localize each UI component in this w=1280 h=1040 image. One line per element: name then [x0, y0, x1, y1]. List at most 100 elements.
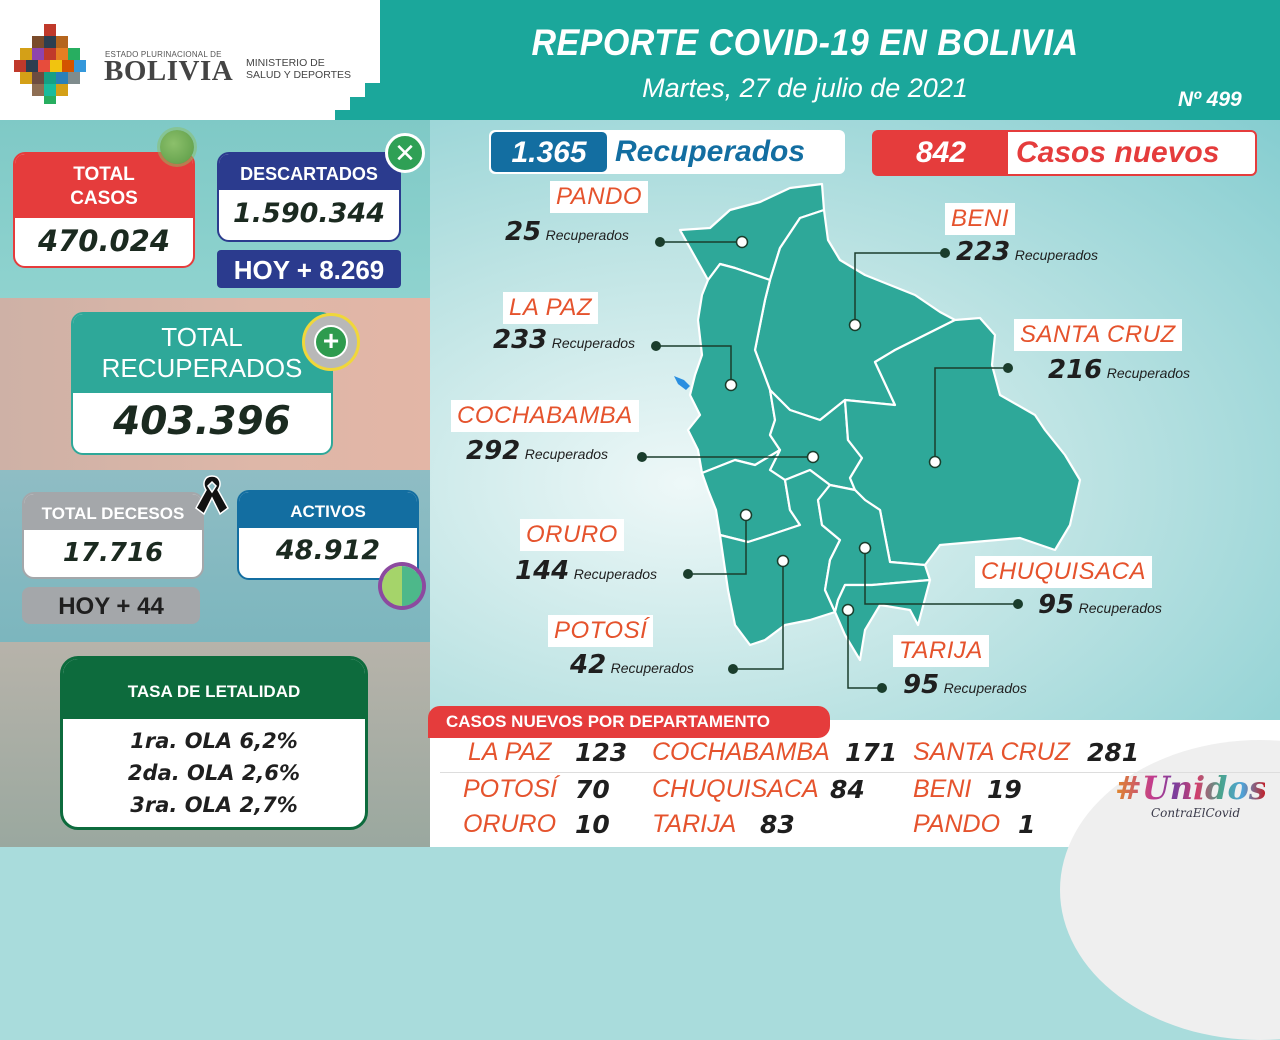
dept-recovered-santacruz: 216 Recuperados [1048, 355, 1190, 385]
new-cases-name: CHUQUISACA [652, 775, 819, 803]
recuperados-suffix: Recuperados [524, 446, 609, 462]
daily-recuperados-badge: 1.365 Recuperados [489, 130, 845, 174]
descartados-card: DESCARTADOS 1.590.344 [217, 152, 401, 242]
coronavirus-icon [382, 566, 422, 606]
letalidad-wave-2: 2da. OLA 2,6% [127, 761, 301, 785]
map-region-santacruz [843, 316, 1082, 567]
ministry-label: MINISTERIO DE SALUD Y DEPORTES [246, 57, 351, 81]
total-casos-label-line1: TOTAL [73, 164, 135, 185]
bolivia-emblem-icon [14, 24, 86, 104]
recuperados-suffix: Recuperados [943, 680, 1027, 696]
ministry-line1: MINISTERIO DE [246, 57, 325, 69]
total-casos-value: 470.024 [37, 224, 171, 258]
dept-recovered-lapaz: 233 Recuperados [493, 325, 635, 355]
unidos-campaign-logo: #Unidos ContraElCovid [1115, 769, 1267, 835]
dept-recovered-tarija: 95 Recuperados [903, 670, 1027, 700]
dept-label-pando: PANDO [550, 181, 649, 213]
dept-label-santacruz: SANTA CRUZ [1014, 319, 1182, 351]
total-casos-label-line2: CASOS [70, 188, 138, 209]
activos-label: ACTIVOS [239, 492, 417, 528]
dept-recovered-cochabamba-value: 292 [466, 436, 521, 466]
new-cases-name: POTOSÍ [463, 775, 558, 803]
logo-state-label: ESTADO PLURINACIONAL DE [105, 50, 222, 59]
total-recuperados-card: TOTAL RECUPERADOS 403.396 [71, 312, 333, 455]
ministry-line2: SALUD Y DEPORTES [246, 69, 352, 81]
new-cases-value: 281 [1087, 738, 1140, 767]
decesos-today: HOY + 44 [22, 587, 200, 624]
dept-label-chuquisaca: CHUQUISACA [975, 556, 1153, 588]
daily-casos-nuevos-label: Casos nuevos [1016, 136, 1220, 169]
dept-recovered-potosi-value: 42 [570, 650, 607, 680]
dept-recovered-beni: 223 Recuperados [956, 237, 1098, 267]
total-recuperados-value: 403.396 [113, 399, 291, 444]
new-cases-value: 171 [845, 738, 898, 767]
row-divider [440, 772, 1280, 773]
activos-value: 48.912 [275, 535, 381, 566]
tasa-letalidad-label: TASA DE LETALIDAD [63, 659, 365, 719]
new-cases-value: 10 [575, 810, 610, 839]
letalidad-wave-1: 1ra. OLA 6,2% [130, 729, 298, 753]
close-circle-icon: ✕ [385, 133, 425, 173]
total-decesos-card: TOTAL DECESOS 17.716 [22, 492, 204, 579]
letalidad-wave-3: 3ra. OLA 2,7% [130, 793, 298, 817]
page-title: REPORTE COVID-19 EN BOLIVIA [531, 22, 1079, 63]
header-banner [335, 0, 1280, 120]
dept-recovered-oruro-value: 144 [515, 556, 570, 586]
report-number: Nº 499 [1178, 88, 1242, 111]
dept-label-oruro: ORURO [520, 519, 624, 551]
dept-recovered-oruro: 144 Recuperados [515, 556, 657, 586]
new-cases-header: CASOS NUEVOS POR DEPARTAMENTO [428, 706, 830, 738]
descartados-today: HOY + 8.269 [217, 250, 401, 288]
new-cases-name: TARIJA [652, 810, 737, 838]
plus-circle-icon: + [302, 313, 360, 371]
dept-recovered-santacruz-value: 216 [1048, 355, 1103, 385]
new-cases-value: 19 [987, 775, 1022, 804]
recuperados-suffix: Recuperados [610, 660, 694, 676]
tasa-letalidad-card: TASA DE LETALIDAD 1ra. OLA 6,2% 2da. OLA… [60, 656, 368, 830]
dept-recovered-beni-value: 223 [956, 237, 1011, 267]
logo-bolivia: BOLIVIA [104, 55, 234, 87]
virus-icon [160, 130, 194, 164]
dept-label-potosi: POTOSÍ [548, 615, 654, 647]
dept-recovered-tarija-value: 95 [903, 670, 940, 700]
daily-recuperados-label: Recuperados [615, 135, 806, 168]
dept-recovered-pando: 25 Recuperados [505, 217, 629, 247]
new-cases-name: PANDO [913, 810, 1001, 838]
total-casos-label: TOTAL CASOS [15, 154, 193, 218]
total-recuperados-label: TOTAL RECUPERADOS [73, 314, 331, 393]
bolivia-map [674, 182, 1082, 662]
recuperados-suffix: Recuperados [1078, 600, 1162, 616]
map-region-tarija [833, 578, 932, 662]
new-cases-value: 83 [760, 810, 795, 839]
dept-recovered-chuquisaca-value: 95 [1038, 590, 1075, 620]
dept-label-beni: BENI [945, 203, 1016, 235]
new-cases-name: ORURO [463, 810, 557, 838]
total-casos-card: TOTAL CASOS 470.024 [13, 152, 195, 268]
new-cases-value: 84 [830, 775, 865, 804]
mourning-ribbon-icon [195, 475, 229, 516]
new-cases-name: LA PAZ [468, 738, 552, 766]
report-date: Martes, 27 de julio de 2021 [642, 73, 968, 103]
new-cases-value: 1 [1018, 810, 1036, 839]
new-cases-value: 123 [575, 738, 628, 767]
campaign-hashtag: #Unidos [1115, 769, 1267, 807]
new-cases-name: BENI [913, 775, 972, 803]
recuperados-suffix: Recuperados [573, 566, 658, 582]
total-decesos-label: TOTAL DECESOS [24, 494, 202, 530]
activos-card: ACTIVOS 48.912 [237, 490, 419, 580]
dept-label-tarija: TARIJA [893, 635, 989, 667]
campaign-tagline: ContraElCovid [1151, 806, 1241, 820]
total-recuperados-label-line2: RECUPERADOS [101, 353, 303, 383]
dept-recovered-lapaz-value: 233 [493, 325, 548, 355]
recuperados-suffix: Recuperados [1014, 247, 1099, 263]
total-decesos-value: 17.716 [62, 538, 164, 568]
dept-recovered-cochabamba: 292 Recuperados [466, 436, 608, 466]
daily-casos-nuevos-value: 842 [874, 132, 1008, 174]
total-recuperados-label-line1: TOTAL [161, 322, 243, 352]
recuperados-suffix: Recuperados [1106, 365, 1191, 381]
daily-casos-nuevos-badge: 842 Casos nuevos [872, 130, 1257, 176]
dept-recovered-chuquisaca: 95 Recuperados [1038, 590, 1162, 620]
lake-titicaca [674, 376, 690, 390]
new-cases-value: 70 [575, 775, 610, 804]
recuperados-suffix: Recuperados [545, 227, 629, 243]
